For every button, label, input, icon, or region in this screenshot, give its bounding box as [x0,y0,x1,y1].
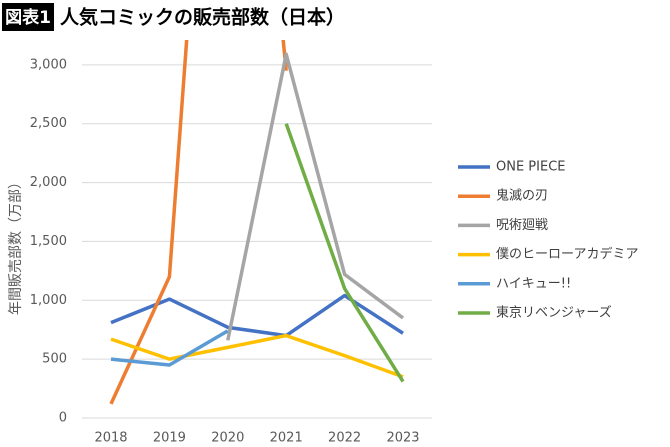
y-axis-label: 年間販売部数（万部） [8,175,24,315]
x-tick-label: 2021 [270,431,303,446]
series-line [226,52,405,341]
legend-label: ハイキュー!! [496,276,571,291]
legend-label: 東京リベンジャーズ [496,305,612,321]
lines [109,40,405,405]
y-tick-label: 2,000 [30,175,67,190]
series-line [284,123,405,383]
x-tick-label: 2023 [386,431,419,446]
badge: 図表1 [5,7,51,28]
x-tick-label: 2022 [328,431,361,446]
y-tick-label: 1,000 [30,293,67,308]
series-line [110,329,229,367]
y-tick-label: 1,500 [30,234,67,249]
legend-label: 僕のヒーローアカデミア [496,246,638,262]
x-tick-label: 2020 [211,431,244,446]
y-tick-label: 0 [59,411,67,426]
legend-label: 鬼滅の刃 [496,188,548,204]
x-tick-label: 2018 [94,431,127,446]
badge-box [2,3,54,31]
grid: 0 500 1,000 1,500 2,000 2,500 3,000 2018 2019 202… [30,57,432,446]
legend-label: ONE PIECE [496,160,565,175]
y-tick-label: 500 [42,352,67,367]
y-tick-label: 3,000 [30,57,67,72]
chart-title: 人気コミックの販売部数（日本） [60,6,345,29]
series-line [109,40,288,405]
legend-label: 呪術廻戦 [496,218,548,233]
x-tick-label: 2019 [153,431,186,446]
series-line [110,293,404,338]
y-tick-label: 2,500 [30,116,67,131]
series-line [110,333,404,379]
